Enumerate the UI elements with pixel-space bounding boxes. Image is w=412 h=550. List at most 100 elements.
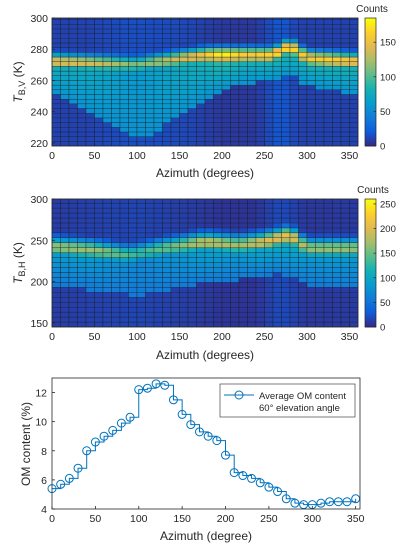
heatmap-cell <box>230 84 240 90</box>
heatmap-cell <box>298 131 308 137</box>
heatmap-cell <box>213 297 223 303</box>
colorbar-swatch <box>365 50 376 53</box>
heatmap-cell <box>281 302 291 308</box>
heatmap-cell <box>196 277 206 283</box>
heatmap-cell <box>85 24 95 30</box>
heatmap-cell <box>264 56 274 62</box>
heatmap-cell <box>162 282 172 288</box>
heatmap-cell <box>213 84 223 90</box>
heatmap-cell <box>162 232 172 238</box>
heatmap-cell <box>349 108 359 114</box>
heatmap-cell <box>128 113 138 119</box>
heatmap-cell <box>255 89 265 95</box>
heatmap-cell <box>162 42 172 48</box>
colorbar-swatch <box>365 249 376 252</box>
heatmap-cell <box>187 103 197 109</box>
heatmap-cell <box>153 302 163 308</box>
heatmap-cell <box>230 212 240 219</box>
heatmap-cell <box>136 141 146 147</box>
colorbar-swatch <box>365 100 376 103</box>
heatmap-cell <box>119 47 129 53</box>
heatmap-cell <box>213 70 223 76</box>
heatmap-cell <box>94 24 104 30</box>
heatmap-cell <box>179 302 189 308</box>
heatmap-cell <box>281 202 291 209</box>
heatmap-cell <box>264 272 274 278</box>
heatmap-cell <box>332 292 342 298</box>
heatmap-cell <box>111 28 121 34</box>
heatmap-cell <box>230 80 240 86</box>
heatmap-cell <box>204 136 214 142</box>
heatmap-cell <box>187 122 197 128</box>
heatmap-cell <box>315 103 325 109</box>
heatmap-cell <box>111 282 121 288</box>
heatmap-cell <box>196 272 206 278</box>
heatmap-cell <box>340 257 350 263</box>
heatmap-cell <box>179 297 189 303</box>
heatmap-cell <box>136 84 146 90</box>
heatmap-cell <box>332 117 342 123</box>
heatmap-cell <box>196 307 206 313</box>
heatmap-cell <box>94 267 104 273</box>
heatmap-cell <box>255 311 265 318</box>
heatmap-cell <box>230 267 240 273</box>
heatmap-cell <box>170 24 180 30</box>
heatmap-cell <box>204 267 214 273</box>
heatmap-cell <box>289 52 299 58</box>
colorbar-swatch <box>365 229 376 232</box>
heatmap-cell <box>119 207 129 214</box>
heatmap-cell <box>306 212 316 219</box>
heatmap-cell <box>298 297 308 303</box>
heatmap-cell <box>119 247 129 253</box>
heatmap-cell <box>111 113 121 119</box>
heatmap-cell <box>51 212 61 219</box>
heatmap-cell <box>153 131 163 137</box>
heatmap-cell <box>102 84 112 90</box>
heatmap-cell <box>289 84 299 90</box>
heatmap-cell <box>349 321 359 328</box>
colorbar-swatch <box>365 323 376 326</box>
heatmap-cell <box>340 217 350 224</box>
heatmap-cell <box>136 222 146 229</box>
heatmap-cell <box>230 222 240 229</box>
heatmap-cell <box>315 108 325 114</box>
heatmap-cell <box>136 75 146 81</box>
heatmap-cell <box>272 113 282 119</box>
heatmap-cell <box>349 316 359 323</box>
heatmap-cell <box>213 302 223 308</box>
heatmap-cell <box>323 297 333 303</box>
colorbar-swatch <box>365 58 376 61</box>
colorbar-swatch <box>365 281 376 284</box>
heatmap-cell <box>60 321 70 328</box>
heatmap-cell <box>264 282 274 288</box>
heatmap-cell <box>221 202 231 209</box>
heatmap-cell <box>264 287 274 293</box>
colorbar-swatch <box>365 142 376 145</box>
heatmap-cell <box>187 66 197 72</box>
heatmap-cell <box>196 227 206 234</box>
y-tick-label: 200 <box>30 277 48 289</box>
heatmap-cell <box>136 66 146 72</box>
heatmap-cell <box>85 75 95 81</box>
heatmap-cell <box>196 257 206 263</box>
heatmap-cell <box>247 302 257 308</box>
heatmap-cell <box>153 272 163 278</box>
heatmap-cell <box>340 242 350 248</box>
heatmap-cell <box>315 131 325 137</box>
heatmap-cell <box>281 80 291 86</box>
heatmap-cell <box>179 56 189 62</box>
heatmap-cell <box>153 24 163 30</box>
colorbar-swatch <box>365 76 376 79</box>
heatmap-cell <box>238 217 248 224</box>
heatmap-cell <box>213 127 223 133</box>
heatmap-cell <box>162 287 172 293</box>
heatmap-cell <box>349 277 359 283</box>
heatmap-cell <box>60 212 70 219</box>
heatmap-cell <box>102 292 112 298</box>
heatmap-cell <box>94 311 104 318</box>
heatmap-cell <box>323 80 333 86</box>
heatmap-cell <box>51 66 61 72</box>
heatmap-cell <box>323 212 333 219</box>
heatmap-cell <box>136 98 146 105</box>
heatmap-cell <box>85 311 95 318</box>
